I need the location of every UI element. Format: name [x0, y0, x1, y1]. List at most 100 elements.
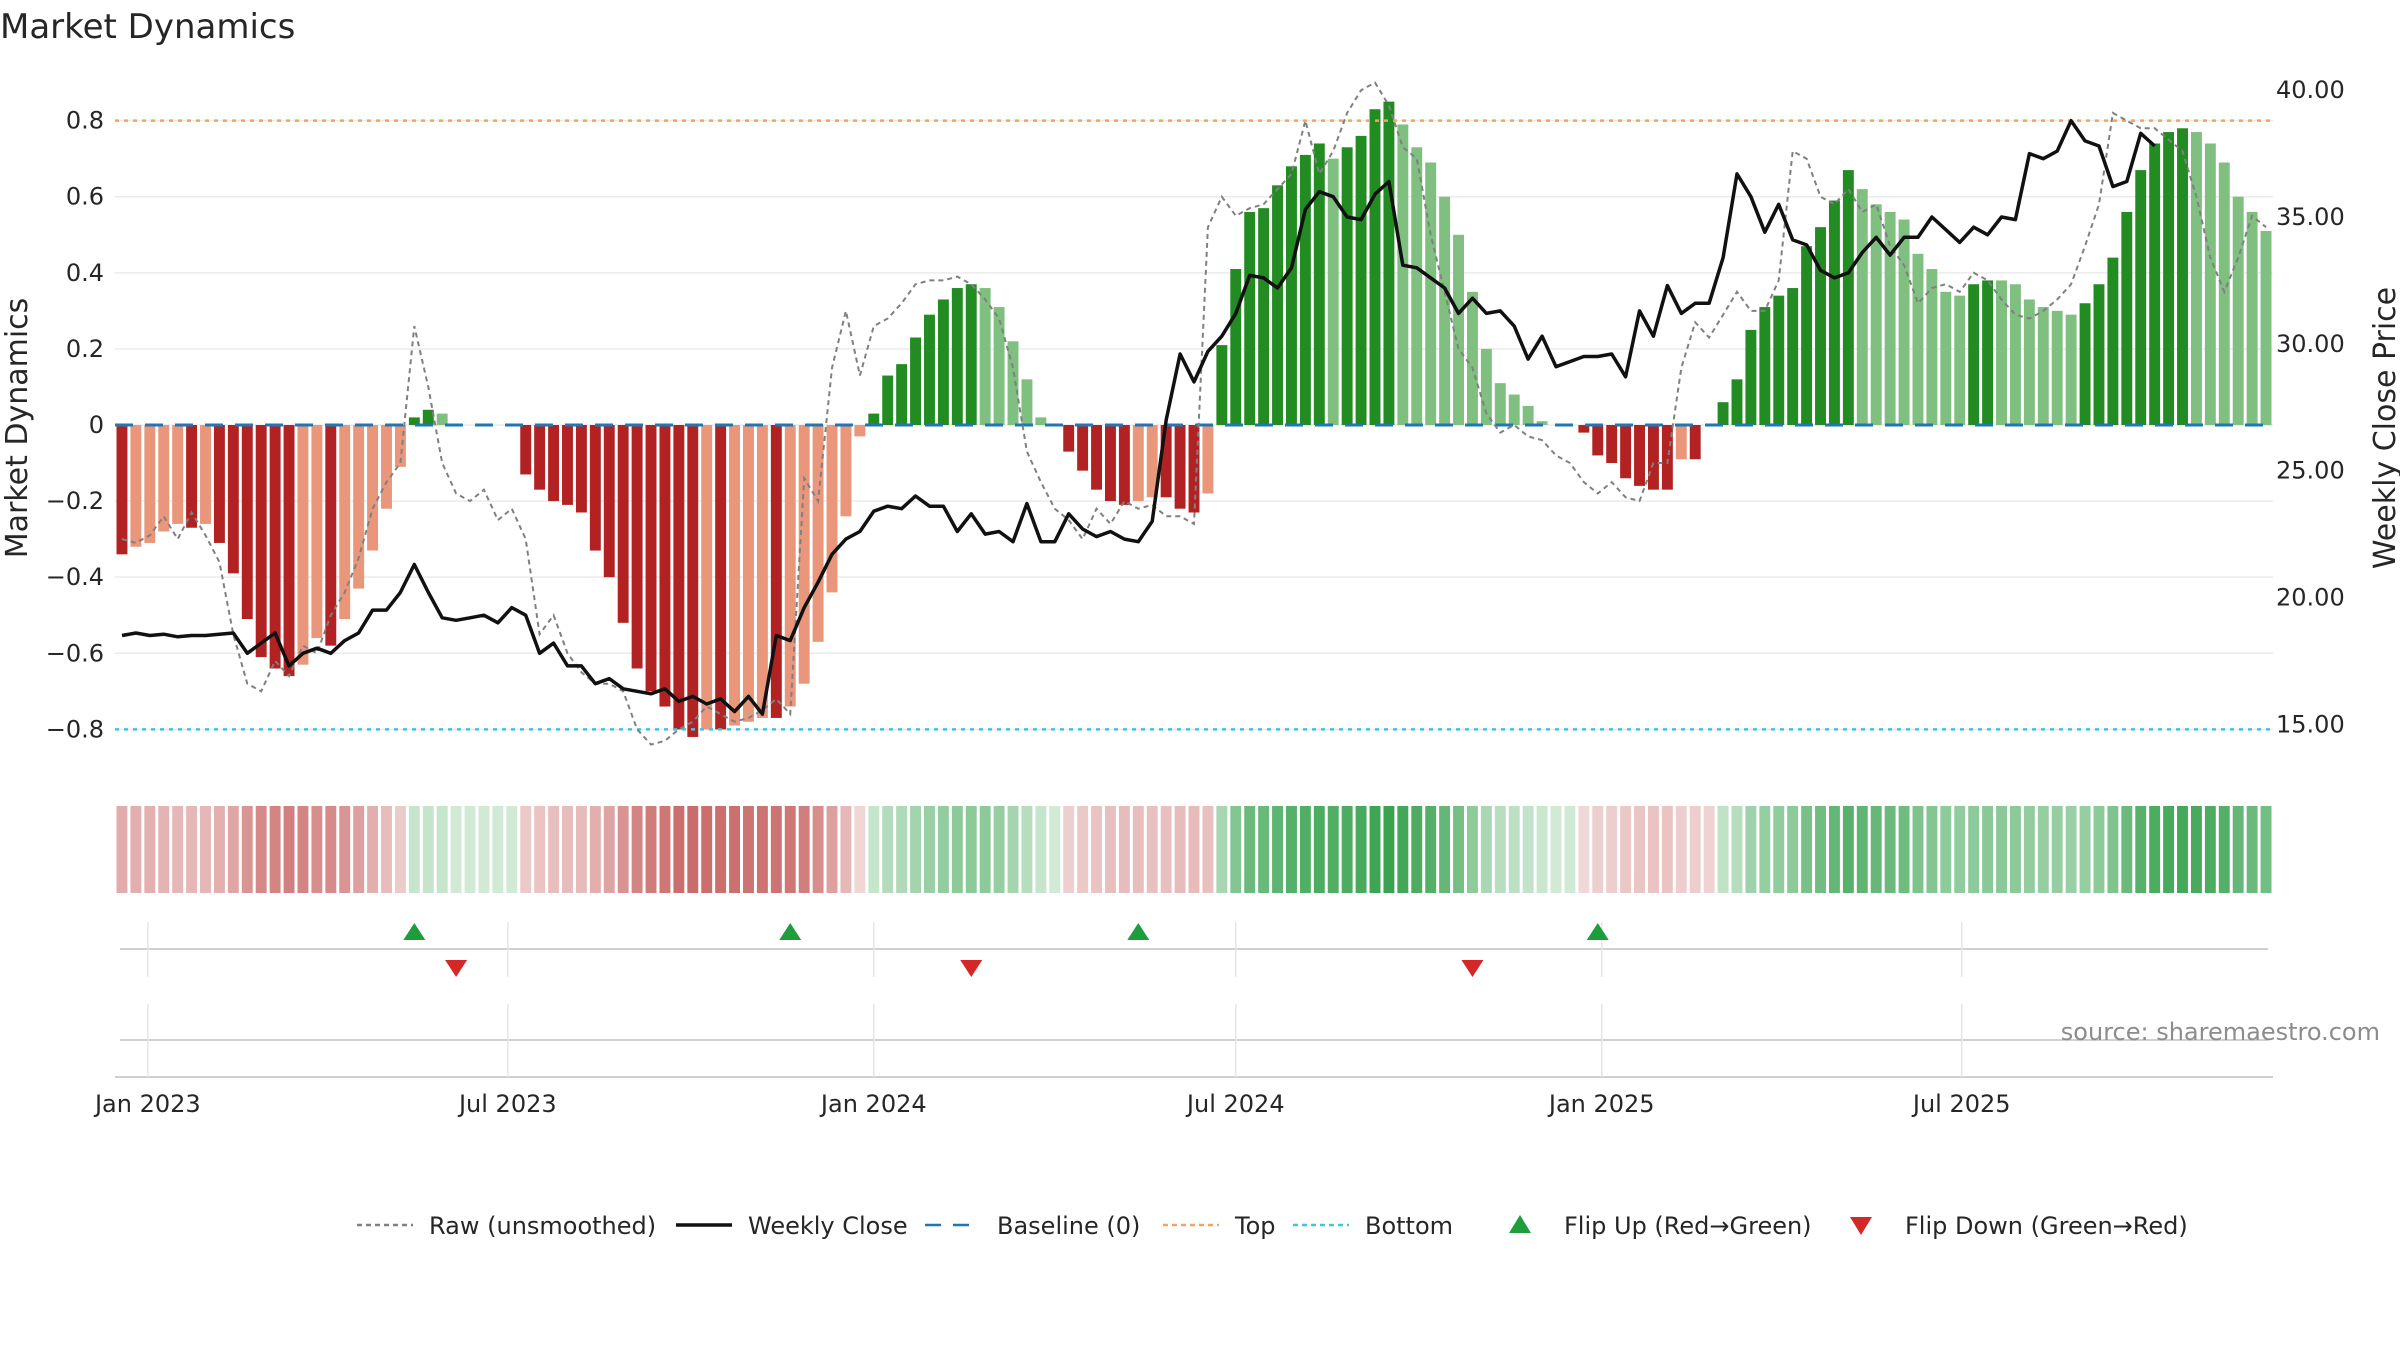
strip-cell [283, 806, 295, 893]
bar [2051, 310, 2063, 425]
bar [965, 284, 977, 425]
strip-cell [840, 806, 852, 893]
bar [1397, 124, 1409, 426]
strip-cell [478, 806, 490, 893]
strip-cell [701, 806, 713, 893]
bar [1675, 425, 1687, 460]
bar [2023, 299, 2035, 425]
bar [1132, 425, 1144, 502]
bar [2093, 284, 2105, 425]
strip-cell [506, 806, 518, 893]
bar [1536, 421, 1548, 425]
strip-cell [854, 806, 866, 893]
strip-cell [1675, 806, 1687, 893]
bar [520, 425, 532, 475]
strip-cell [1494, 806, 1506, 893]
strip-cell [1341, 806, 1353, 893]
strip-cell [2190, 806, 2202, 893]
bar [283, 425, 295, 677]
legend-label: Bottom [1365, 1212, 1453, 1240]
strip-cell [1355, 806, 1367, 893]
bar [2204, 143, 2216, 425]
bar [1327, 158, 1339, 425]
bar [2163, 132, 2175, 425]
bar [1815, 227, 1826, 425]
strip-cell [492, 806, 504, 893]
bar [1411, 147, 1423, 426]
bar [770, 425, 782, 718]
strip-cell [2204, 806, 2216, 893]
strip-cell [1578, 806, 1590, 893]
right-tick-label: 15.00 [2276, 710, 2345, 738]
strip-cell [1146, 806, 1158, 893]
strip-cell [1884, 806, 1896, 893]
bar [715, 425, 727, 730]
bar [1787, 288, 1799, 425]
strip-cell [1550, 806, 1562, 893]
strip-cell [1063, 806, 1075, 893]
bar [1369, 109, 1381, 425]
bar [2009, 284, 2021, 425]
bar [1355, 135, 1367, 425]
bar [798, 425, 810, 684]
strip-cell [2065, 806, 2077, 893]
raw-unsmoothed-line [121, 81, 2267, 746]
legend-label: Flip Down (Green→Red) [1905, 1212, 2188, 1240]
bar [589, 425, 601, 551]
strip-cell [1634, 806, 1645, 893]
bar [910, 337, 922, 425]
left-tick-label: 0.6 [66, 183, 104, 211]
right-tick-label: 35.00 [2276, 203, 2345, 231]
strip-cell [2232, 806, 2244, 893]
strip-cell [1397, 806, 1409, 893]
bar [729, 425, 741, 726]
bar [575, 425, 587, 513]
strip-cell [756, 806, 768, 893]
bar [339, 425, 351, 620]
bar [1870, 204, 1882, 425]
bar [1299, 154, 1311, 426]
strip-cell [422, 806, 434, 893]
bar [1828, 200, 1840, 425]
bar [1341, 147, 1353, 426]
flip-up-marker [1127, 923, 1150, 940]
bar [1466, 291, 1478, 425]
strip-cell [743, 806, 754, 893]
bar [548, 425, 560, 502]
strip-cell [631, 806, 643, 893]
bar [1077, 425, 1089, 471]
strip-cell [673, 806, 685, 893]
bar [269, 425, 281, 669]
bar [1285, 166, 1297, 425]
strip-cell [687, 806, 699, 893]
strip-cell [812, 806, 824, 893]
strip-cell [1926, 806, 1938, 893]
strip-cell [868, 806, 880, 893]
strip-cell [1759, 806, 1771, 893]
bar [436, 413, 448, 425]
strip-cell [2093, 806, 2105, 893]
flip-up-marker [403, 923, 426, 940]
strip-cell [562, 806, 573, 893]
empty-bottom-panel: Jan 2023 Jul 2023 Jan 2024 Jul 2024 Jan 2025… [93, 1004, 2273, 1118]
bar [868, 413, 880, 425]
bar [1063, 425, 1075, 452]
legend-item: Top [1163, 1212, 1276, 1240]
left-tick-label: −0.8 [46, 715, 104, 743]
bar [353, 425, 365, 589]
bar [1661, 425, 1673, 490]
strip-cell [1870, 806, 1882, 893]
bar [784, 425, 796, 707]
bar [1856, 189, 1868, 425]
strip-cell [1007, 806, 1019, 893]
strip-cell [2023, 806, 2035, 893]
strip-cell [1160, 806, 1172, 893]
bar [2135, 170, 2147, 425]
strip-cell [1898, 806, 1910, 893]
left-tick-label: 0 [89, 411, 104, 439]
strip-cell [1912, 806, 1924, 893]
strip-cell [297, 806, 309, 893]
x-tick-label: Jul 2023 [457, 1090, 557, 1118]
strip-cell [1077, 806, 1089, 893]
